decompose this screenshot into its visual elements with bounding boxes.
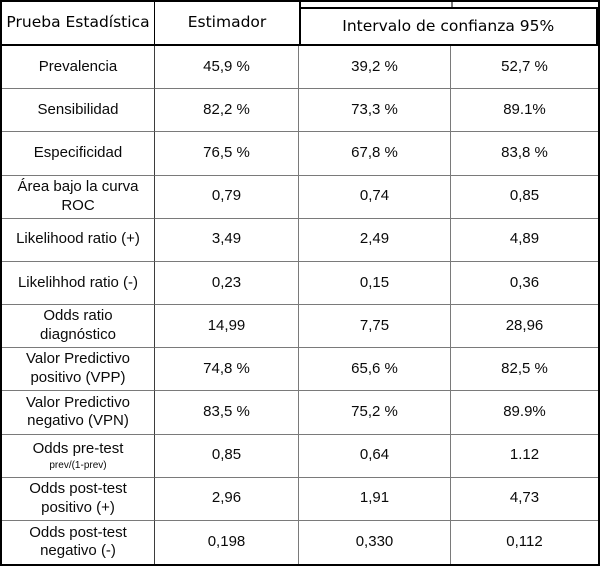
- row-label: Odds post-test negativo (-): [2, 520, 155, 564]
- ci-lower-value: 75,2 %: [299, 391, 451, 435]
- ci-lower-value: 0,74: [299, 175, 451, 219]
- confidence-interval-box: Intervalo de confianza 95%: [301, 7, 598, 44]
- row-label: Likelihhod ratio (-): [2, 261, 155, 305]
- row-label-text: Likelihhod ratio (-): [17, 273, 139, 291]
- row-label: Área bajo la curva ROC: [2, 175, 155, 219]
- ci-upper-value: 82,5 %: [451, 348, 598, 392]
- header-estimator-column: Estimador: [155, 2, 299, 46]
- ci-lower-value: 1,91: [299, 477, 451, 521]
- estimator-value: 45,9 %: [155, 46, 299, 90]
- estimator-value: 83,5 %: [155, 391, 299, 435]
- ci-upper-value: 4,73: [451, 478, 598, 521]
- estimator-value: 0,85: [155, 434, 299, 478]
- ci-lower-value: 65,6 %: [299, 348, 451, 392]
- ci-upper-value: 0,112: [506, 533, 543, 551]
- header-confidence-interval-cell: Intervalo de confianza 95%: [299, 2, 598, 46]
- estimator-value: 0,198: [155, 520, 299, 564]
- row-label: Odds post-test positivo (+): [2, 477, 155, 521]
- header-confidence-interval-label: Intervalo de confianza 95%: [342, 16, 555, 35]
- row-label-text: Odds ratio diagnóstico: [40, 307, 116, 344]
- estimator-value: 76,5 %: [155, 132, 299, 176]
- ci-upper-value: 28,96: [451, 305, 598, 349]
- row-label: Prevalencia: [2, 46, 155, 90]
- row-label: Sensibilidad: [2, 89, 155, 133]
- ci-lower-value: 39,2 %: [299, 46, 451, 90]
- estimator-value: 2,96: [155, 477, 299, 521]
- row-label: Valor Predictivo negativo (VPN): [2, 391, 155, 435]
- row-label-text: Odds pre-test: [32, 439, 124, 457]
- row-label: Especificidad: [2, 132, 155, 176]
- ci-lower-value: 0,15: [299, 261, 451, 305]
- row-label-text: Likelihood ratio (+): [16, 230, 140, 248]
- row-label-text: Valor Predictivo positivo (VPP): [26, 350, 130, 387]
- ci-upper-value: 1.12: [451, 435, 598, 478]
- ci-upper-value: 0,36: [451, 262, 598, 305]
- row-label-text: Odds post-test negativo (-): [29, 523, 127, 560]
- ci-upper-value: 4,89: [451, 219, 598, 262]
- row-label-text: Prevalencia: [38, 57, 118, 75]
- estimator-value: 14,99: [155, 305, 299, 349]
- ci-upper-value: 89.9%: [451, 391, 598, 435]
- ci-upper-value: 89.1%: [451, 89, 598, 133]
- row-label-text: Área bajo la curva ROC: [17, 177, 139, 214]
- row-label-text: Especificidad: [33, 144, 123, 162]
- row-label-text: Valor Predictivo negativo (VPN): [26, 393, 130, 430]
- column-divider-tick: [451, 2, 453, 7]
- header-test-column: Prueba Estadística: [2, 2, 155, 46]
- ci-lower-value: 0,64: [299, 434, 451, 478]
- row-label-text: Odds post-test positivo (+): [29, 479, 127, 516]
- estimator-value: 74,8 %: [155, 348, 299, 392]
- estimator-value: 0,23: [155, 261, 299, 305]
- row-label-text: Sensibilidad: [37, 100, 119, 118]
- ci-upper-value: 0,85: [451, 176, 598, 219]
- estimator-value: 0,79: [155, 175, 299, 219]
- row-label: Likelihood ratio (+): [2, 218, 155, 262]
- ci-upper-value: 83,8 %: [451, 132, 598, 176]
- ci-lower-value: 67,8 %: [299, 132, 451, 176]
- estimator-value: 3,49: [155, 218, 299, 262]
- row-sublabel: prev/(1-prev): [49, 459, 107, 471]
- ci-lower-value: 7,75: [299, 305, 451, 349]
- row-label: Odds ratio diagnóstico: [2, 305, 155, 349]
- row-label: Valor Predictivo positivo (VPP): [2, 348, 155, 392]
- ci-lower-value: 2,49: [299, 218, 451, 262]
- ci-lower-value: 73,3 %: [299, 89, 451, 133]
- ci-lower-value: 0,330: [299, 520, 451, 564]
- estimator-value: 82,2 %: [155, 89, 299, 133]
- ci-upper-value: 52,7 %: [451, 46, 598, 90]
- row-label: Odds pre-test prev/(1-prev): [2, 434, 155, 478]
